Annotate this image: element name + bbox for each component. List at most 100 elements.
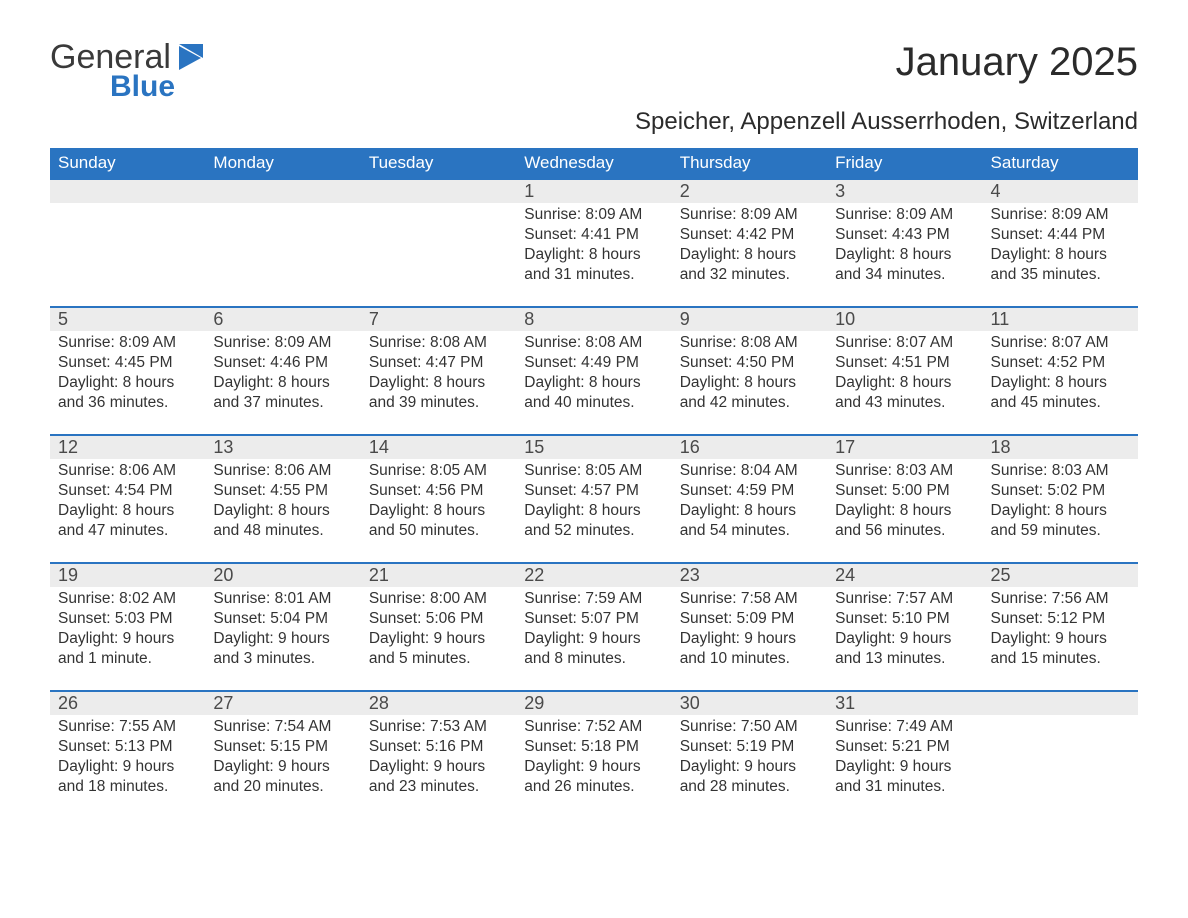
- day-details: [983, 715, 1138, 723]
- sunrise-text: Sunrise: 7:49 AM: [835, 717, 974, 737]
- daylight-text: Daylight: 8 hours and 45 minutes.: [991, 373, 1130, 413]
- calendar-cell: 1Sunrise: 8:09 AMSunset: 4:41 PMDaylight…: [516, 178, 671, 306]
- sunrise-text: Sunrise: 8:07 AM: [991, 333, 1130, 353]
- daylight-text: Daylight: 9 hours and 31 minutes.: [835, 757, 974, 797]
- daylight-text: Daylight: 8 hours and 42 minutes.: [680, 373, 819, 413]
- sunset-text: Sunset: 4:55 PM: [213, 481, 352, 501]
- daylight-text: Daylight: 8 hours and 32 minutes.: [680, 245, 819, 285]
- daylight-text: Daylight: 9 hours and 13 minutes.: [835, 629, 974, 669]
- sunset-text: Sunset: 4:43 PM: [835, 225, 974, 245]
- day-number: 15: [516, 436, 671, 459]
- daylight-text: Daylight: 8 hours and 39 minutes.: [369, 373, 508, 413]
- sunset-text: Sunset: 4:45 PM: [58, 353, 197, 373]
- sunset-text: Sunset: 5:10 PM: [835, 609, 974, 629]
- calendar-cell: 15Sunrise: 8:05 AMSunset: 4:57 PMDayligh…: [516, 434, 671, 562]
- calendar-cell: 25Sunrise: 7:56 AMSunset: 5:12 PMDayligh…: [983, 562, 1138, 690]
- day-number: 9: [672, 308, 827, 331]
- sunrise-text: Sunrise: 8:05 AM: [524, 461, 663, 481]
- calendar-body: 1Sunrise: 8:09 AMSunset: 4:41 PMDaylight…: [50, 178, 1138, 818]
- day-details: Sunrise: 8:01 AMSunset: 5:04 PMDaylight:…: [205, 587, 360, 676]
- weekday-header: Saturday: [983, 148, 1138, 178]
- sunset-text: Sunset: 4:49 PM: [524, 353, 663, 373]
- day-details: Sunrise: 7:54 AMSunset: 5:15 PMDaylight:…: [205, 715, 360, 804]
- sunrise-text: Sunrise: 7:55 AM: [58, 717, 197, 737]
- day-details: [361, 203, 516, 211]
- sunset-text: Sunset: 4:56 PM: [369, 481, 508, 501]
- weekday-header: Tuesday: [361, 148, 516, 178]
- day-number: 19: [50, 564, 205, 587]
- daylight-text: Daylight: 8 hours and 34 minutes.: [835, 245, 974, 285]
- day-number: 23: [672, 564, 827, 587]
- daylight-text: Daylight: 9 hours and 15 minutes.: [991, 629, 1130, 669]
- day-number: [50, 180, 205, 203]
- sunrise-text: Sunrise: 8:08 AM: [680, 333, 819, 353]
- day-number: [983, 692, 1138, 715]
- daylight-text: Daylight: 8 hours and 36 minutes.: [58, 373, 197, 413]
- day-details: Sunrise: 8:08 AMSunset: 4:49 PMDaylight:…: [516, 331, 671, 420]
- sunrise-text: Sunrise: 7:59 AM: [524, 589, 663, 609]
- day-details: Sunrise: 7:55 AMSunset: 5:13 PMDaylight:…: [50, 715, 205, 804]
- daylight-text: Daylight: 8 hours and 50 minutes.: [369, 501, 508, 541]
- sunset-text: Sunset: 4:52 PM: [991, 353, 1130, 373]
- sunset-text: Sunset: 5:07 PM: [524, 609, 663, 629]
- calendar-cell: 16Sunrise: 8:04 AMSunset: 4:59 PMDayligh…: [672, 434, 827, 562]
- calendar-cell: 21Sunrise: 8:00 AMSunset: 5:06 PMDayligh…: [361, 562, 516, 690]
- day-details: Sunrise: 7:52 AMSunset: 5:18 PMDaylight:…: [516, 715, 671, 804]
- day-details: Sunrise: 7:53 AMSunset: 5:16 PMDaylight:…: [361, 715, 516, 804]
- day-details: Sunrise: 8:07 AMSunset: 4:52 PMDaylight:…: [983, 331, 1138, 420]
- calendar-week-row: 12Sunrise: 8:06 AMSunset: 4:54 PMDayligh…: [50, 434, 1138, 562]
- calendar-cell: 22Sunrise: 7:59 AMSunset: 5:07 PMDayligh…: [516, 562, 671, 690]
- day-number: 14: [361, 436, 516, 459]
- day-number: 28: [361, 692, 516, 715]
- calendar-cell: 23Sunrise: 7:58 AMSunset: 5:09 PMDayligh…: [672, 562, 827, 690]
- sunset-text: Sunset: 5:21 PM: [835, 737, 974, 757]
- sunset-text: Sunset: 5:04 PM: [213, 609, 352, 629]
- day-details: Sunrise: 8:00 AMSunset: 5:06 PMDaylight:…: [361, 587, 516, 676]
- day-number: 18: [983, 436, 1138, 459]
- sunset-text: Sunset: 5:12 PM: [991, 609, 1130, 629]
- daylight-text: Daylight: 8 hours and 43 minutes.: [835, 373, 974, 413]
- day-details: Sunrise: 8:08 AMSunset: 4:50 PMDaylight:…: [672, 331, 827, 420]
- calendar-cell: 8Sunrise: 8:08 AMSunset: 4:49 PMDaylight…: [516, 306, 671, 434]
- calendar-week-row: 5Sunrise: 8:09 AMSunset: 4:45 PMDaylight…: [50, 306, 1138, 434]
- day-number: 17: [827, 436, 982, 459]
- calendar-cell: 2Sunrise: 8:09 AMSunset: 4:42 PMDaylight…: [672, 178, 827, 306]
- weekday-header: Wednesday: [516, 148, 671, 178]
- day-details: Sunrise: 7:49 AMSunset: 5:21 PMDaylight:…: [827, 715, 982, 804]
- day-number: 26: [50, 692, 205, 715]
- sunrise-text: Sunrise: 8:00 AM: [369, 589, 508, 609]
- day-number: 31: [827, 692, 982, 715]
- sunrise-text: Sunrise: 8:03 AM: [835, 461, 974, 481]
- day-details: Sunrise: 7:59 AMSunset: 5:07 PMDaylight:…: [516, 587, 671, 676]
- sunset-text: Sunset: 5:02 PM: [991, 481, 1130, 501]
- sunset-text: Sunset: 5:06 PM: [369, 609, 508, 629]
- sunset-text: Sunset: 5:09 PM: [680, 609, 819, 629]
- calendar-cell: 20Sunrise: 8:01 AMSunset: 5:04 PMDayligh…: [205, 562, 360, 690]
- sunset-text: Sunset: 5:00 PM: [835, 481, 974, 501]
- sunrise-text: Sunrise: 7:53 AM: [369, 717, 508, 737]
- daylight-text: Daylight: 9 hours and 20 minutes.: [213, 757, 352, 797]
- calendar-week-row: 1Sunrise: 8:09 AMSunset: 4:41 PMDaylight…: [50, 178, 1138, 306]
- calendar-cell: 9Sunrise: 8:08 AMSunset: 4:50 PMDaylight…: [672, 306, 827, 434]
- calendar-cell: 26Sunrise: 7:55 AMSunset: 5:13 PMDayligh…: [50, 690, 205, 818]
- day-number: 2: [672, 180, 827, 203]
- sunset-text: Sunset: 4:50 PM: [680, 353, 819, 373]
- calendar-cell: [983, 690, 1138, 818]
- calendar-cell: 11Sunrise: 8:07 AMSunset: 4:52 PMDayligh…: [983, 306, 1138, 434]
- day-number: 29: [516, 692, 671, 715]
- sunset-text: Sunset: 4:44 PM: [991, 225, 1130, 245]
- day-details: Sunrise: 8:09 AMSunset: 4:46 PMDaylight:…: [205, 331, 360, 420]
- calendar-cell: 10Sunrise: 8:07 AMSunset: 4:51 PMDayligh…: [827, 306, 982, 434]
- calendar-cell: 4Sunrise: 8:09 AMSunset: 4:44 PMDaylight…: [983, 178, 1138, 306]
- day-number: 24: [827, 564, 982, 587]
- sunrise-text: Sunrise: 8:09 AM: [680, 205, 819, 225]
- calendar-cell: [50, 178, 205, 306]
- weekday-header: Sunday: [50, 148, 205, 178]
- sunset-text: Sunset: 4:47 PM: [369, 353, 508, 373]
- sunrise-text: Sunrise: 7:57 AM: [835, 589, 974, 609]
- calendar-cell: 13Sunrise: 8:06 AMSunset: 4:55 PMDayligh…: [205, 434, 360, 562]
- sunset-text: Sunset: 4:59 PM: [680, 481, 819, 501]
- sunset-text: Sunset: 4:42 PM: [680, 225, 819, 245]
- day-number: 11: [983, 308, 1138, 331]
- calendar-table: SundayMondayTuesdayWednesdayThursdayFrid…: [50, 148, 1138, 818]
